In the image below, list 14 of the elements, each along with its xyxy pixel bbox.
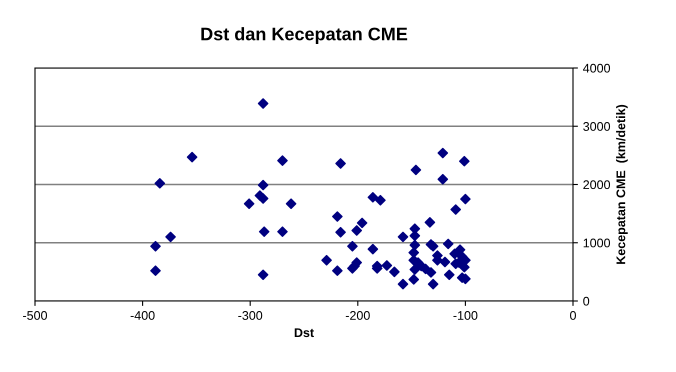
chart-title: Dst dan Kecepatan CME [201,27,408,44]
y-tick-label: 2000 [583,180,610,190]
x-tick-label: -400 [130,311,155,320]
x-tick-label: 0 [570,311,576,320]
y-tick-label: 0 [583,296,590,306]
x-tick-label: -500 [23,311,48,320]
y-axis-title: Kecepatan CME (km/detik) [616,104,628,264]
y-tick-label: 1000 [584,238,610,248]
x-tick-label: -200 [346,311,370,320]
x-tick-label: -100 [453,311,478,320]
x-tick-label: -300 [238,311,262,320]
x-axis-title: Dst [294,328,314,338]
y-tick-label: 4000 [583,64,610,73]
y-tick-label: 3000 [583,122,610,131]
